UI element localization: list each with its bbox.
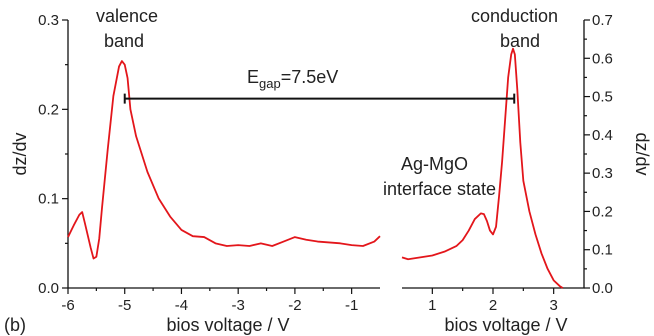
left-x-tick-label: -6 <box>61 297 74 314</box>
left-x-tick-label: -2 <box>288 297 301 314</box>
interface-state-label-line1: Ag-MgO <box>401 154 468 174</box>
right-y-ticks: 0.0 0.1 0.2 0.3 0.4 0.5 0.6 0.7 <box>584 12 613 297</box>
panel-label: (b) <box>4 315 26 335</box>
right-x-tick-label: 2 <box>489 297 497 314</box>
conduction-band-label-line1: conduction <box>471 6 558 26</box>
left-y-tick-label: 0.0 <box>38 280 59 297</box>
valence-band-label-line2: band <box>104 31 144 51</box>
right-x-tick-label: 3 <box>549 297 557 314</box>
right-x-tick-label: 1 <box>428 297 436 314</box>
left-x-tick-label: -1 <box>345 297 358 314</box>
right-plot: 1 2 3 0.0 0.1 0.2 0.3 0.4 0.5 0.6 0.7 <box>401 12 613 314</box>
left-plot-frame <box>67 20 380 289</box>
right-y-tick-label: 0.0 <box>592 280 613 297</box>
valence-band-label-line1: valence <box>96 6 158 26</box>
right-y-tick-label: 0.5 <box>592 89 613 106</box>
left-y-ticks: 0.0 0.1 0.2 0.3 <box>38 12 68 297</box>
left-x-tick-label: -3 <box>232 297 245 314</box>
right-x-ticks: 1 2 3 <box>428 288 558 314</box>
left-y-tick-label: 0.3 <box>38 12 59 29</box>
right-y-tick-label: 0.4 <box>592 127 613 144</box>
right-y-tick-label: 0.6 <box>592 50 613 67</box>
left-x-tick-label: -4 <box>175 297 188 314</box>
left-y-tick-label: 0.2 <box>38 101 59 118</box>
energy-gap-label: Egap=7.5eV <box>247 67 338 91</box>
right-y-axis-title: dz/dv <box>632 132 652 175</box>
energy-gap-marker: Egap=7.5eV <box>123 67 516 104</box>
right-y-tick-label: 0.3 <box>592 165 613 182</box>
right-y-tick-label: 0.1 <box>592 242 613 259</box>
conduction-band-label-line2: band <box>500 31 540 51</box>
left-x-axis-title: bios voltage / V <box>166 315 289 335</box>
left-y-tick-label: 0.1 <box>38 191 59 208</box>
left-y-axis-title: dz/dv <box>10 132 30 175</box>
right-y-tick-label: 0.7 <box>592 12 613 29</box>
left-plot: -6 -5 -4 -3 -2 -1 0.0 0.1 0.2 0.3 <box>38 12 381 314</box>
left-x-tick-label: -5 <box>118 297 131 314</box>
left-x-ticks: -6 -5 -4 -3 -2 -1 <box>61 288 358 314</box>
left-series-line <box>67 60 381 260</box>
right-y-tick-label: 0.2 <box>592 203 613 220</box>
interface-state-label-line2: interface state <box>383 179 496 199</box>
right-series-line <box>401 47 564 289</box>
right-x-axis-title: bios voltage / V <box>444 315 567 335</box>
